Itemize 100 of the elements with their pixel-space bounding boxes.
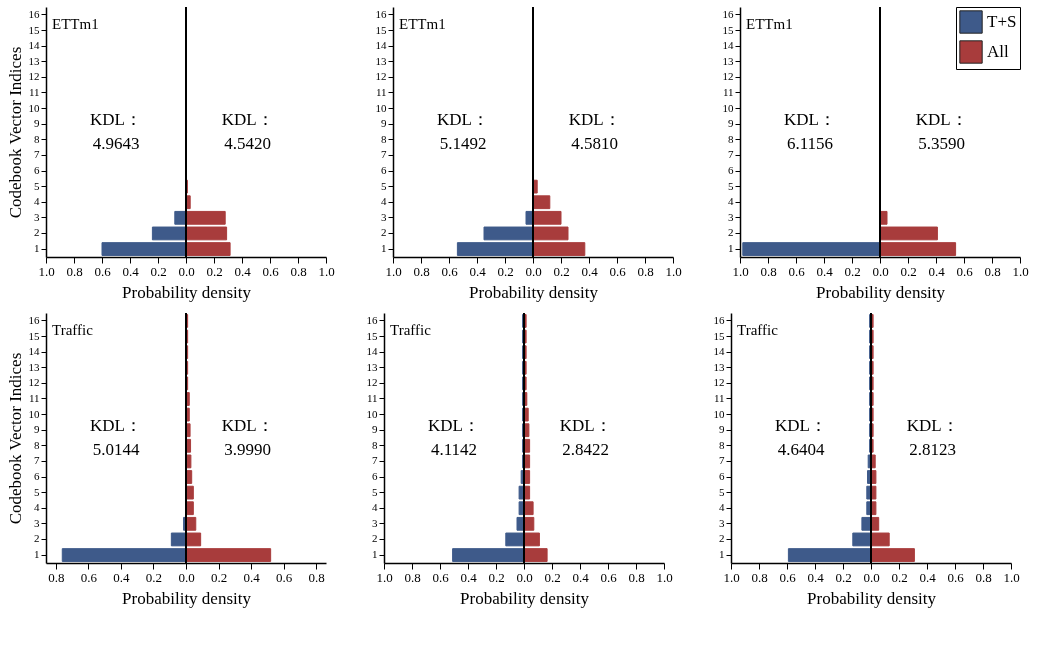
y-tick-label: 5 [381,179,387,192]
y-tick-label: 10 [28,101,40,114]
y-tick-label: 14 [722,39,734,52]
x-tick-label: 0.4 [460,569,478,585]
y-tick-label: 12 [722,70,734,83]
y-tick-label: 3 [372,516,378,529]
x-tick-label: 0.2 [544,569,561,585]
annotation: Traffic [52,322,94,338]
x-tick-label: 0.4 [243,569,261,585]
x-tick-label: 1.0 [723,569,740,585]
x-tick-label: 0.8 [308,569,325,585]
y-axis-title: Codebook Vector Indices [5,352,25,525]
x-tick-label: 0.8 [404,569,421,585]
x-tick-label: 0.4 [122,263,140,279]
x-tick-label: 0.4 [807,569,825,585]
x-axis-title: Probability density [816,282,946,302]
y-tick-label: 7 [34,454,40,467]
x-tick-label: 0.2 [844,263,861,279]
y-tick-label: 7 [34,148,40,161]
y-tick-label: 15 [722,23,734,36]
y-tick-label: 6 [34,470,40,483]
x-tick-label: 0.2 [150,263,167,279]
annotation: KDL： 4.1142 [428,416,480,459]
y-tick-label: 2 [719,532,725,545]
x-tick-label: 0.0 [178,263,195,279]
x-tick-label: 0.0 [872,263,889,279]
x-tick-label: 0.8 [48,569,65,585]
y-tick-label: 12 [28,70,40,83]
y-tick-label: 2 [34,226,40,239]
y-tick-label: 3 [719,516,725,529]
x-tick-label: 0.0 [525,263,542,279]
y-tick-label: 16 [375,7,387,20]
y-tick-label: 5 [719,485,725,498]
x-tick-label: 0.0 [863,569,880,585]
x-tick-label: 0.6 [432,569,450,585]
x-tick-label: 0.2 [206,263,223,279]
x-tick-label: 1.0 [318,263,335,279]
x-tick-label: 0.2 [488,569,505,585]
annotation: KDL： 4.9643 [90,110,142,153]
x-axis-title: Probability density [122,282,252,302]
annotation: KDL： 5.3590 [915,110,968,153]
x-tick-label: 0.6 [947,569,965,585]
y-tick-label: 12 [366,376,378,389]
y-tick-label: 5 [372,485,378,498]
y-tick-label: 8 [34,438,40,451]
x-tick-label: 1.0 [665,263,682,279]
bar [787,548,872,562]
y-tick-label: 3 [34,210,40,223]
annotation: KDL： 5.1492 [437,110,489,153]
y-tick-label: 6 [728,164,734,177]
y-tick-label: 3 [34,516,40,529]
y-tick-label: 13 [375,54,387,67]
x-tick-label: 0.2 [210,569,228,585]
y-tick-label: 4 [34,195,40,208]
y-tick-label: 11 [375,85,387,98]
y-tick-label: 9 [372,423,378,436]
y-tick-label: 5 [34,485,40,498]
y-tick-label: 5 [728,179,734,192]
x-tick-label: 1.0 [656,569,673,585]
y-tick-label: 1 [728,242,734,255]
annotation: KDL： 4.5810 [568,110,621,153]
y-tick-label: 16 [722,7,734,20]
x-tick-label: 0.2 [900,263,917,279]
y-tick-label: 14 [366,345,378,358]
x-axis-title: Probability density [469,282,599,302]
x-tick-label: 0.8 [975,569,992,585]
y-tick-label: 13 [713,360,725,373]
annotation: KDL： 2.8123 [906,416,959,459]
y-tick-label: 2 [728,226,734,239]
bar [879,242,957,256]
x-tick-label: 0.8 [637,263,654,279]
x-tick-label: 0.4 [234,263,252,279]
x-tick-label: 0.4 [928,263,946,279]
x-tick-label: 0.8 [628,569,645,585]
x-tick-label: 1.0 [1003,569,1020,585]
y-tick-label: 1 [381,242,387,255]
annotation: KDL： 3.9990 [221,416,274,459]
x-tick-label: 0.4 [581,263,599,279]
y-tick-label: 16 [366,313,378,326]
y-tick-label: 10 [28,407,40,420]
y-tick-label: 14 [713,345,725,358]
y-tick-label: 16 [28,7,40,20]
y-tick-label: 5 [34,179,40,192]
x-tick-label: 0.6 [609,263,627,279]
y-tick-label: 12 [28,376,40,389]
x-tick-label: 0.6 [956,263,974,279]
x-tick-label: 0.6 [80,569,98,585]
x-tick-label: 0.6 [276,569,293,585]
x-tick-label: 0.0 [516,569,533,585]
y-tick-label: 7 [719,454,725,467]
y-tick-label: 10 [375,101,387,114]
y-tick-label: 1 [34,548,40,561]
y-tick-label: 13 [28,360,40,373]
y-tick-label: 14 [28,39,40,52]
y-tick-label: 15 [28,329,40,342]
y-tick-label: 11 [28,391,40,404]
x-tick-label: 0.8 [290,263,307,279]
y-tick-label: 10 [713,407,725,420]
y-tick-label: 7 [381,148,387,161]
annotation: ETTm1 [746,16,793,32]
